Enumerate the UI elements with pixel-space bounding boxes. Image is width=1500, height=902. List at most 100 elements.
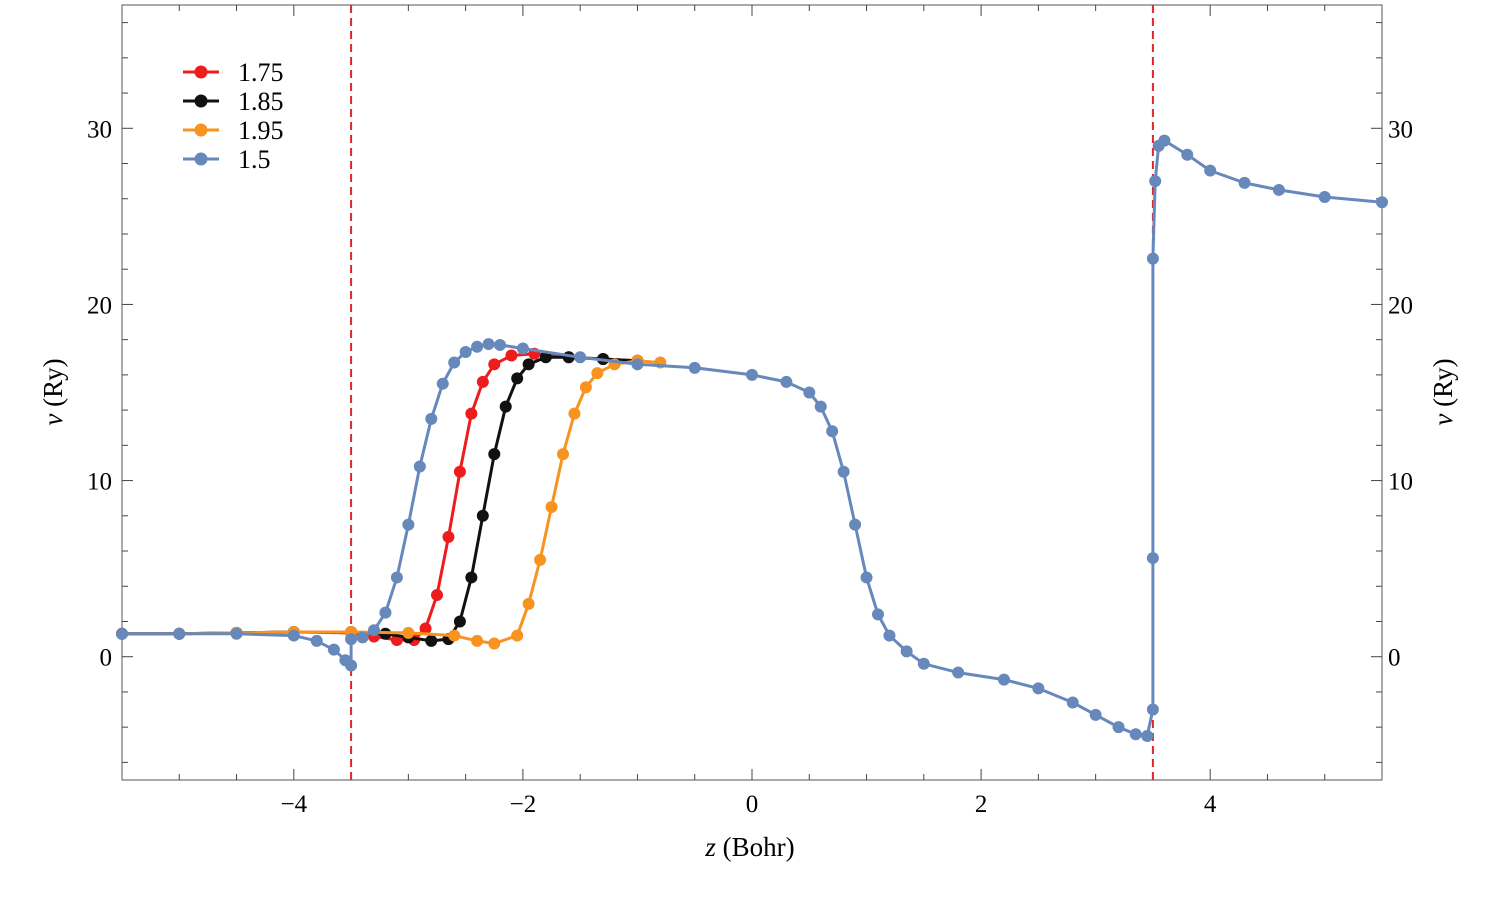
data-point <box>431 589 443 602</box>
series-line <box>122 352 638 642</box>
data-point <box>917 657 930 670</box>
data-point <box>459 345 472 358</box>
legend-label: 1.5 <box>238 145 271 174</box>
data-point <box>1149 175 1162 188</box>
data-point <box>476 375 489 388</box>
data-point <box>488 637 501 650</box>
y-tick-label-right: 10 <box>1388 469 1413 496</box>
data-point <box>539 351 552 364</box>
data-point <box>952 666 965 679</box>
x-tick-label: 2 <box>975 791 988 818</box>
series-line <box>122 359 661 645</box>
y-tick-label-left: 30 <box>87 116 112 143</box>
data-point <box>453 615 466 628</box>
data-point <box>1112 721 1125 734</box>
data-point <box>494 338 506 351</box>
data-point <box>287 629 300 642</box>
data-point <box>425 412 438 425</box>
data-point <box>1141 729 1154 742</box>
y-tick-label-right: 0 <box>1388 645 1401 672</box>
y-axis-label-left: v (Ry) <box>38 358 68 425</box>
data-point <box>1146 703 1159 716</box>
data-point <box>310 634 323 647</box>
data-point <box>442 530 455 543</box>
x-tick-label: −2 <box>510 791 537 818</box>
series-1.95 <box>116 354 667 650</box>
data-point <box>860 571 873 584</box>
data-point <box>471 634 484 647</box>
data-point <box>814 400 827 413</box>
data-point <box>545 500 558 513</box>
data-point <box>505 349 518 362</box>
data-point <box>476 509 489 522</box>
data-point <box>1158 134 1171 147</box>
x-tick-label: 4 <box>1204 791 1217 818</box>
series-line <box>122 139 1383 738</box>
reference-lines <box>350 5 1154 780</box>
data-point <box>534 553 547 566</box>
data-point <box>345 633 358 646</box>
data-point <box>1089 708 1102 721</box>
data-point <box>327 643 340 656</box>
data-point <box>511 629 524 642</box>
data-point <box>368 624 380 637</box>
data-point <box>230 627 243 640</box>
data-point <box>425 634 438 647</box>
data-point <box>631 358 644 371</box>
data-point <box>872 608 884 621</box>
legend-swatch-marker <box>194 152 208 166</box>
data-point <box>780 375 793 388</box>
data-point <box>173 627 186 640</box>
data-point <box>482 338 495 351</box>
legend-item: 1.75 <box>183 58 284 87</box>
data-point <box>1146 252 1159 265</box>
data-point <box>488 358 501 371</box>
data-point <box>557 448 569 461</box>
data-point <box>419 622 432 635</box>
data-point <box>883 629 896 642</box>
series-layer <box>116 134 1388 742</box>
data-point <box>448 629 461 642</box>
data-point <box>522 597 535 610</box>
data-point <box>402 626 415 639</box>
data-point <box>998 673 1010 686</box>
data-point <box>837 465 850 478</box>
legend-item: 1.85 <box>183 87 284 116</box>
data-point <box>356 631 369 644</box>
data-point <box>591 367 604 380</box>
legend-label: 1.75 <box>238 58 284 87</box>
series-1.5 <box>116 134 1388 742</box>
tick-labels: −4 −2 0 2 4 0 0 10 10 20 20 30 30 <box>87 116 1413 818</box>
plot-frame <box>121 4 1383 781</box>
y-axis-label-right: v (Ry) <box>1428 358 1458 425</box>
data-point <box>1238 176 1251 189</box>
legend-item: 1.95 <box>183 116 284 145</box>
data-point <box>488 448 501 461</box>
data-point <box>849 518 862 531</box>
legend-item: 1.5 <box>183 145 271 174</box>
data-point <box>1318 190 1331 203</box>
data-point <box>448 356 461 369</box>
x-axis-label: z (Bohr) <box>704 832 794 862</box>
data-point <box>511 372 524 385</box>
x-tick-label: 0 <box>746 791 759 818</box>
x-tick-label: −4 <box>281 791 308 818</box>
series-line <box>122 355 638 643</box>
y-tick-label-left: 20 <box>87 292 112 319</box>
y-tick-label-left: 10 <box>87 469 112 496</box>
data-point <box>465 407 478 420</box>
y-tick-label-right: 20 <box>1388 292 1413 319</box>
data-point <box>1032 682 1045 695</box>
data-point <box>522 358 535 371</box>
tick-marks <box>122 5 1382 780</box>
y-tick-label-left: 0 <box>100 645 113 672</box>
data-point <box>688 361 701 374</box>
data-point <box>379 606 392 619</box>
data-point <box>579 381 592 394</box>
data-point <box>345 659 358 672</box>
data-point <box>465 571 478 584</box>
data-point <box>499 400 512 413</box>
series-1.75 <box>116 347 644 646</box>
legend-swatch-marker <box>194 123 208 137</box>
